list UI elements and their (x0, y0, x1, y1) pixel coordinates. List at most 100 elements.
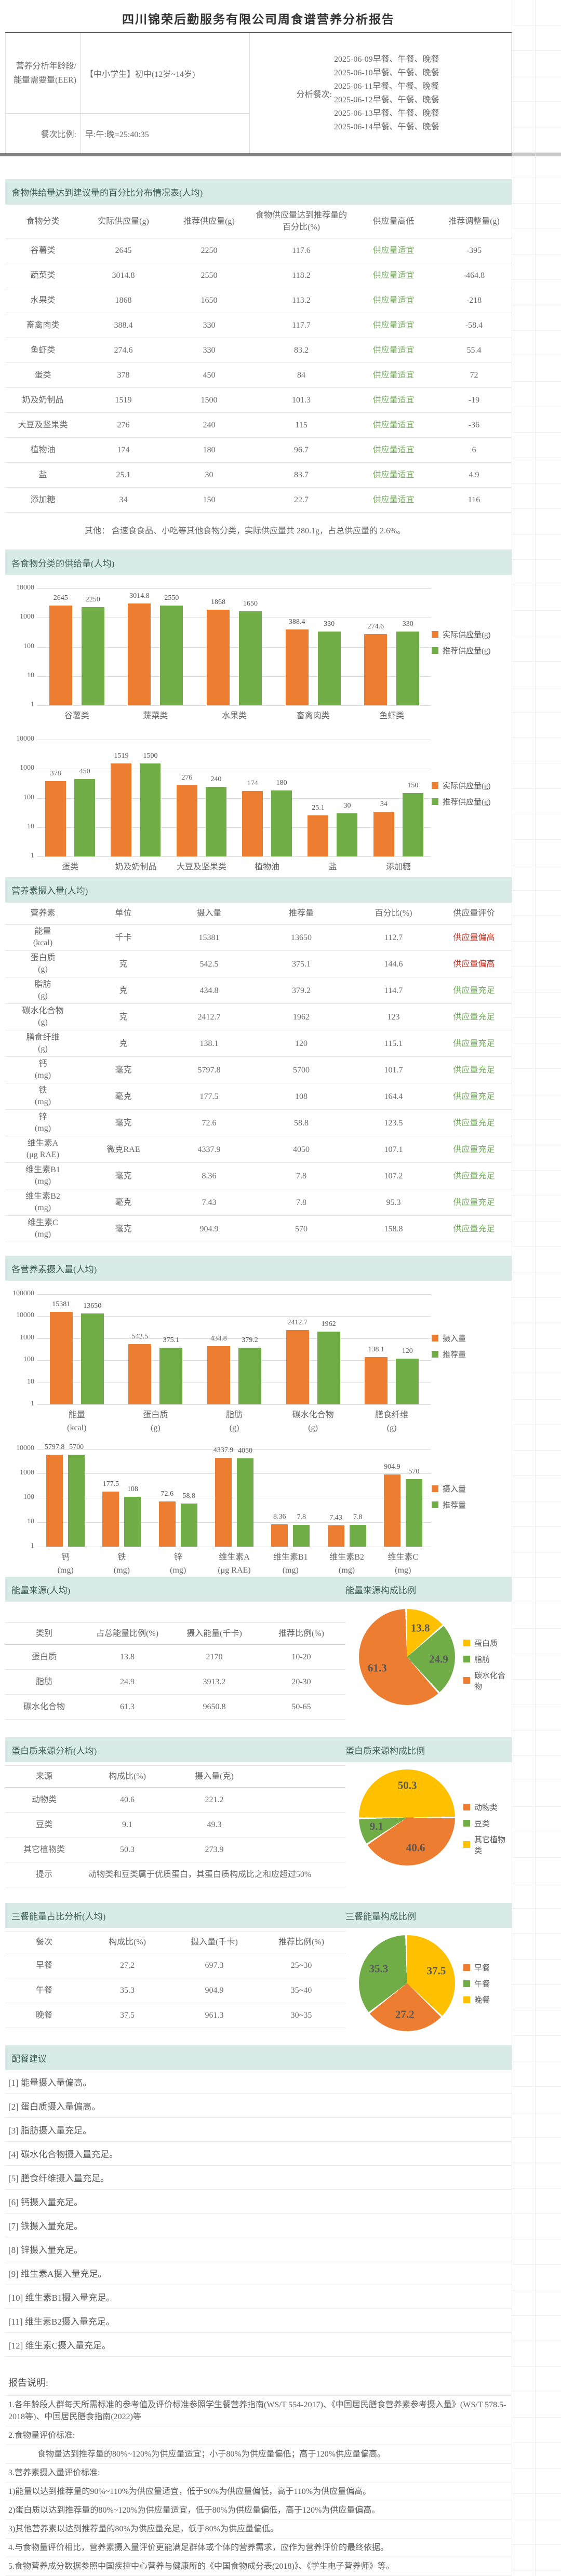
cell: 9650.8 (171, 1694, 257, 1720)
bar: 240 (205, 775, 226, 856)
legend-item: 推荐量 (432, 1499, 511, 1510)
cell: 49.3 (171, 1812, 257, 1837)
y-axis-tick-label: 1000 (20, 613, 34, 621)
cell: 22.7 (252, 487, 351, 513)
column-header (257, 1765, 345, 1788)
label-line: 蛋白质 (30, 954, 56, 962)
legend-label: 豆类 (474, 1819, 490, 1828)
suggestion-item: [11] 维生素B2摄入量充足。 (5, 2309, 512, 2333)
report-note-item: 3.营养素摄入量评价标准: (5, 2464, 512, 2483)
gridline (37, 856, 431, 857)
bar-group: 72.6 58.8 (150, 1449, 206, 1547)
cell: 添加糖 (5, 487, 81, 513)
table-row: 豆类 9.1 49.3 (5, 1812, 345, 1837)
category-label-line: 维生素B1 (273, 1553, 308, 1562)
cell: 供应量适宜 (351, 412, 436, 438)
column-header: 食物分类 (5, 204, 81, 238)
cell: 供应量充足 (436, 1162, 512, 1189)
cell: 10-20 (257, 1644, 345, 1670)
bar-value-label: 276 (181, 773, 193, 782)
bar-value-label: 378 (50, 770, 61, 778)
bar: 388.4 (285, 618, 309, 705)
column-header: 单位 (81, 902, 166, 924)
bar: 1650 (238, 600, 262, 705)
gridline (37, 1404, 431, 1405)
bar: 375.1 (159, 1336, 183, 1404)
row-label-cell: 钙 (mg) (5, 1056, 81, 1083)
cell: 570 (252, 1215, 351, 1242)
section-header-protein-source: 蛋白质来源分析(人均) 蛋白质来源构成比例 (5, 1737, 512, 1762)
category-label-line: 蛋类 (62, 863, 79, 871)
row-label-cell: 维生素C (mg) (5, 1215, 81, 1242)
bar-group: 138.1 120 (352, 1294, 431, 1404)
legend-label: 早餐 (474, 1964, 490, 1973)
protein-source-table: 来源 构成比(%) 摄入量(克) 动物类 40.6 221.2 豆类 9.1 49.3 其它植物类… (5, 1765, 345, 1887)
cell: 毫克 (81, 1189, 166, 1216)
meal-date-line: 2025-06-10早餐、午餐、晚餐 (334, 68, 439, 77)
cell: 240 (166, 412, 252, 438)
legend-swatch-icon (463, 1841, 470, 1848)
cell (257, 1812, 345, 1837)
legend-item: 脂肪 (463, 1654, 512, 1665)
meal-ratio-label: 餐次比例: (6, 114, 81, 153)
legend-item: 摄入量 (432, 1333, 511, 1344)
category-label-line: 盐 (328, 863, 337, 871)
bar-value-label: 177.5 (102, 1480, 119, 1488)
bar-value-label: 15381 (52, 1300, 71, 1309)
y-axis-tick-label: 10000 (16, 584, 34, 592)
bar-value-label: 240 (210, 775, 222, 784)
cell: 72.6 (166, 1109, 252, 1136)
bar-value-label: 13650 (83, 1302, 102, 1310)
report-note-item: 5.食物营养成分数据参照中国疾控中心营养与健康所的《中国食物成分表(2018)》… (5, 2557, 512, 2576)
pie-slice-value-label: 35.3 (369, 1962, 389, 1975)
bar-value-label: 72.6 (161, 1490, 173, 1498)
section-title: 能量来源(人均) (11, 1585, 71, 1595)
analysis-info-table: 营养分析年龄段/能量需要量(EER) 【中小学生】初中(12岁~14岁) 餐次比… (5, 33, 512, 153)
bar-value-label: 108 (127, 1485, 138, 1494)
cell: 158.8 (351, 1215, 436, 1242)
cell: 克 (81, 950, 166, 977)
cell: 20-30 (257, 1669, 345, 1695)
report-note-item: 1.各年龄段人群每天所需标准的参考值及评价标准参照学生餐营养指南(WS/T 55… (5, 2396, 512, 2426)
cell: 118.2 (252, 263, 351, 288)
y-axis-tick-label: 100 (23, 793, 34, 801)
row-label-cell: 膳食纤维 (g) (5, 1030, 81, 1057)
bar: 274.6 (364, 623, 388, 705)
table-row: 蛋白质 (g) 克 542.5 375.1 144.6 供应量偏高 (5, 950, 512, 977)
cell: 27.2 (83, 1953, 171, 1978)
bar: 150 (402, 782, 423, 856)
bar-value-label: 1650 (243, 600, 258, 608)
section-header-energy-source: 能量来源(人均) 能量来源构成比例 (5, 1577, 512, 1602)
cell: 84 (252, 363, 351, 388)
cell: 34 (81, 487, 166, 513)
bar: 1868 (206, 598, 230, 705)
bar-value-label: 434.8 (210, 1335, 227, 1343)
gridline (37, 1316, 431, 1317)
table-note-row: 其他： 含速食食品、小吃等其他食物分类，实际供应量共 280.1g，占总供应量的… (5, 512, 512, 550)
bar: 379.2 (238, 1336, 261, 1404)
cell: 2170 (171, 1644, 257, 1670)
pie-circle: 13.8 24.9 61.3 (359, 1609, 455, 1705)
bar-group: 7.43 7.8 (318, 1449, 375, 1547)
category-label-line: 奶及奶制品 (115, 863, 157, 871)
category-label: 钙 (mg) (37, 1551, 94, 1577)
table-row: 晚餐 37.5 961.3 30~35 (5, 2003, 345, 2028)
bar-group: 4337.9 4050 (206, 1446, 262, 1547)
cell: 2412.7 (166, 1003, 252, 1030)
cell: 115 (252, 412, 351, 438)
cell: 供应量充足 (436, 1136, 512, 1163)
category-label-line: (mg) (339, 1566, 355, 1575)
cell: 供应量适宜 (351, 387, 436, 413)
legend-item: 碳水化合物 (463, 1670, 512, 1692)
bar-group: 276 240 (169, 740, 234, 856)
column-header: 摄入量 (166, 902, 252, 924)
column-header: 供应量评价 (436, 902, 512, 924)
category-label-line: (mg) (395, 1566, 411, 1575)
section-header-food-table: 食物供给量达到建议量的百分比分布情况表(人均) (5, 179, 512, 204)
age-group-value: 【中小学生】初中(12岁~14岁) (81, 33, 250, 114)
cell: -218 (436, 288, 512, 313)
legend-item: 动物类 (463, 1802, 512, 1813)
label-unit-line: (g) (38, 1018, 48, 1027)
category-label: 碳水化合物 (g) (274, 1408, 353, 1434)
data-table: 营养素 单位 摄入量 推荐量 百分比(%) 供应量评价 能量 (kcal) 千卡 15381 136… (5, 902, 512, 1242)
